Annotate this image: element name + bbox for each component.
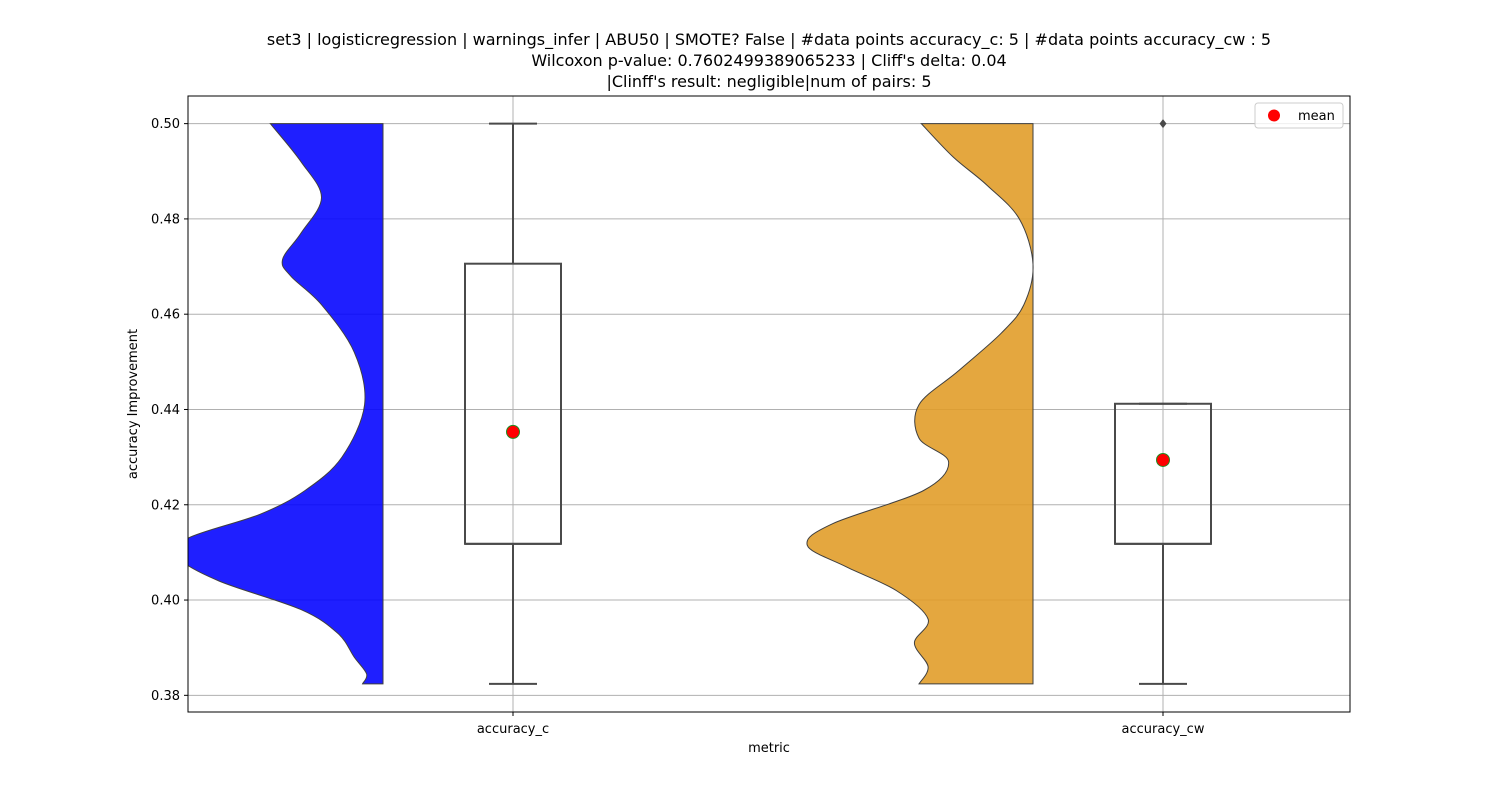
violin-accuracy_c	[188, 123, 384, 685]
tick-layer: 0.38 0.40 0.42 0.44 0.46 0.48 0.50 accuracy_c ac…	[151, 117, 1205, 737]
violin-layer	[188, 123, 1034, 685]
y-axis-title: accuracy Improvement	[126, 329, 141, 479]
legend-mean-label: mean	[1298, 109, 1335, 124]
chart-title-line-3: |Clinff's result: negligible|num of pair…	[606, 72, 932, 91]
x-tick-label: accuracy_c	[477, 722, 549, 737]
legend: mean	[1254, 102, 1344, 129]
mean-marker	[1156, 452, 1170, 467]
y-tick-label: 0.40	[151, 594, 180, 609]
violin-accuracy_cw	[806, 123, 1034, 685]
y-tick-label: 0.44	[151, 403, 180, 418]
box-accuracy_cw	[1114, 119, 1212, 685]
chart-title-line-2: Wilcoxon p-value: 0.7602499389065233 | C…	[531, 51, 1007, 70]
y-tick-label: 0.38	[151, 689, 180, 704]
x-tick-label: accuracy_cw	[1122, 722, 1205, 737]
y-tick-label: 0.50	[151, 117, 180, 132]
outlier-marker	[1159, 119, 1167, 129]
box-accuracy_c	[464, 122, 562, 685]
y-tick-label: 0.42	[151, 498, 180, 513]
legend-mean-marker	[1268, 109, 1280, 122]
y-tick-label: 0.46	[151, 308, 180, 323]
box-layer	[464, 119, 1212, 685]
legend-frame	[1254, 102, 1344, 129]
y-tick-label: 0.48	[151, 212, 180, 227]
mean-marker	[506, 424, 520, 439]
plot-frame	[187, 95, 1351, 713]
x-axis-title: metric	[748, 741, 790, 756]
chart-title-line-1: set3 | logisticregression | warnings_inf…	[266, 30, 1272, 49]
